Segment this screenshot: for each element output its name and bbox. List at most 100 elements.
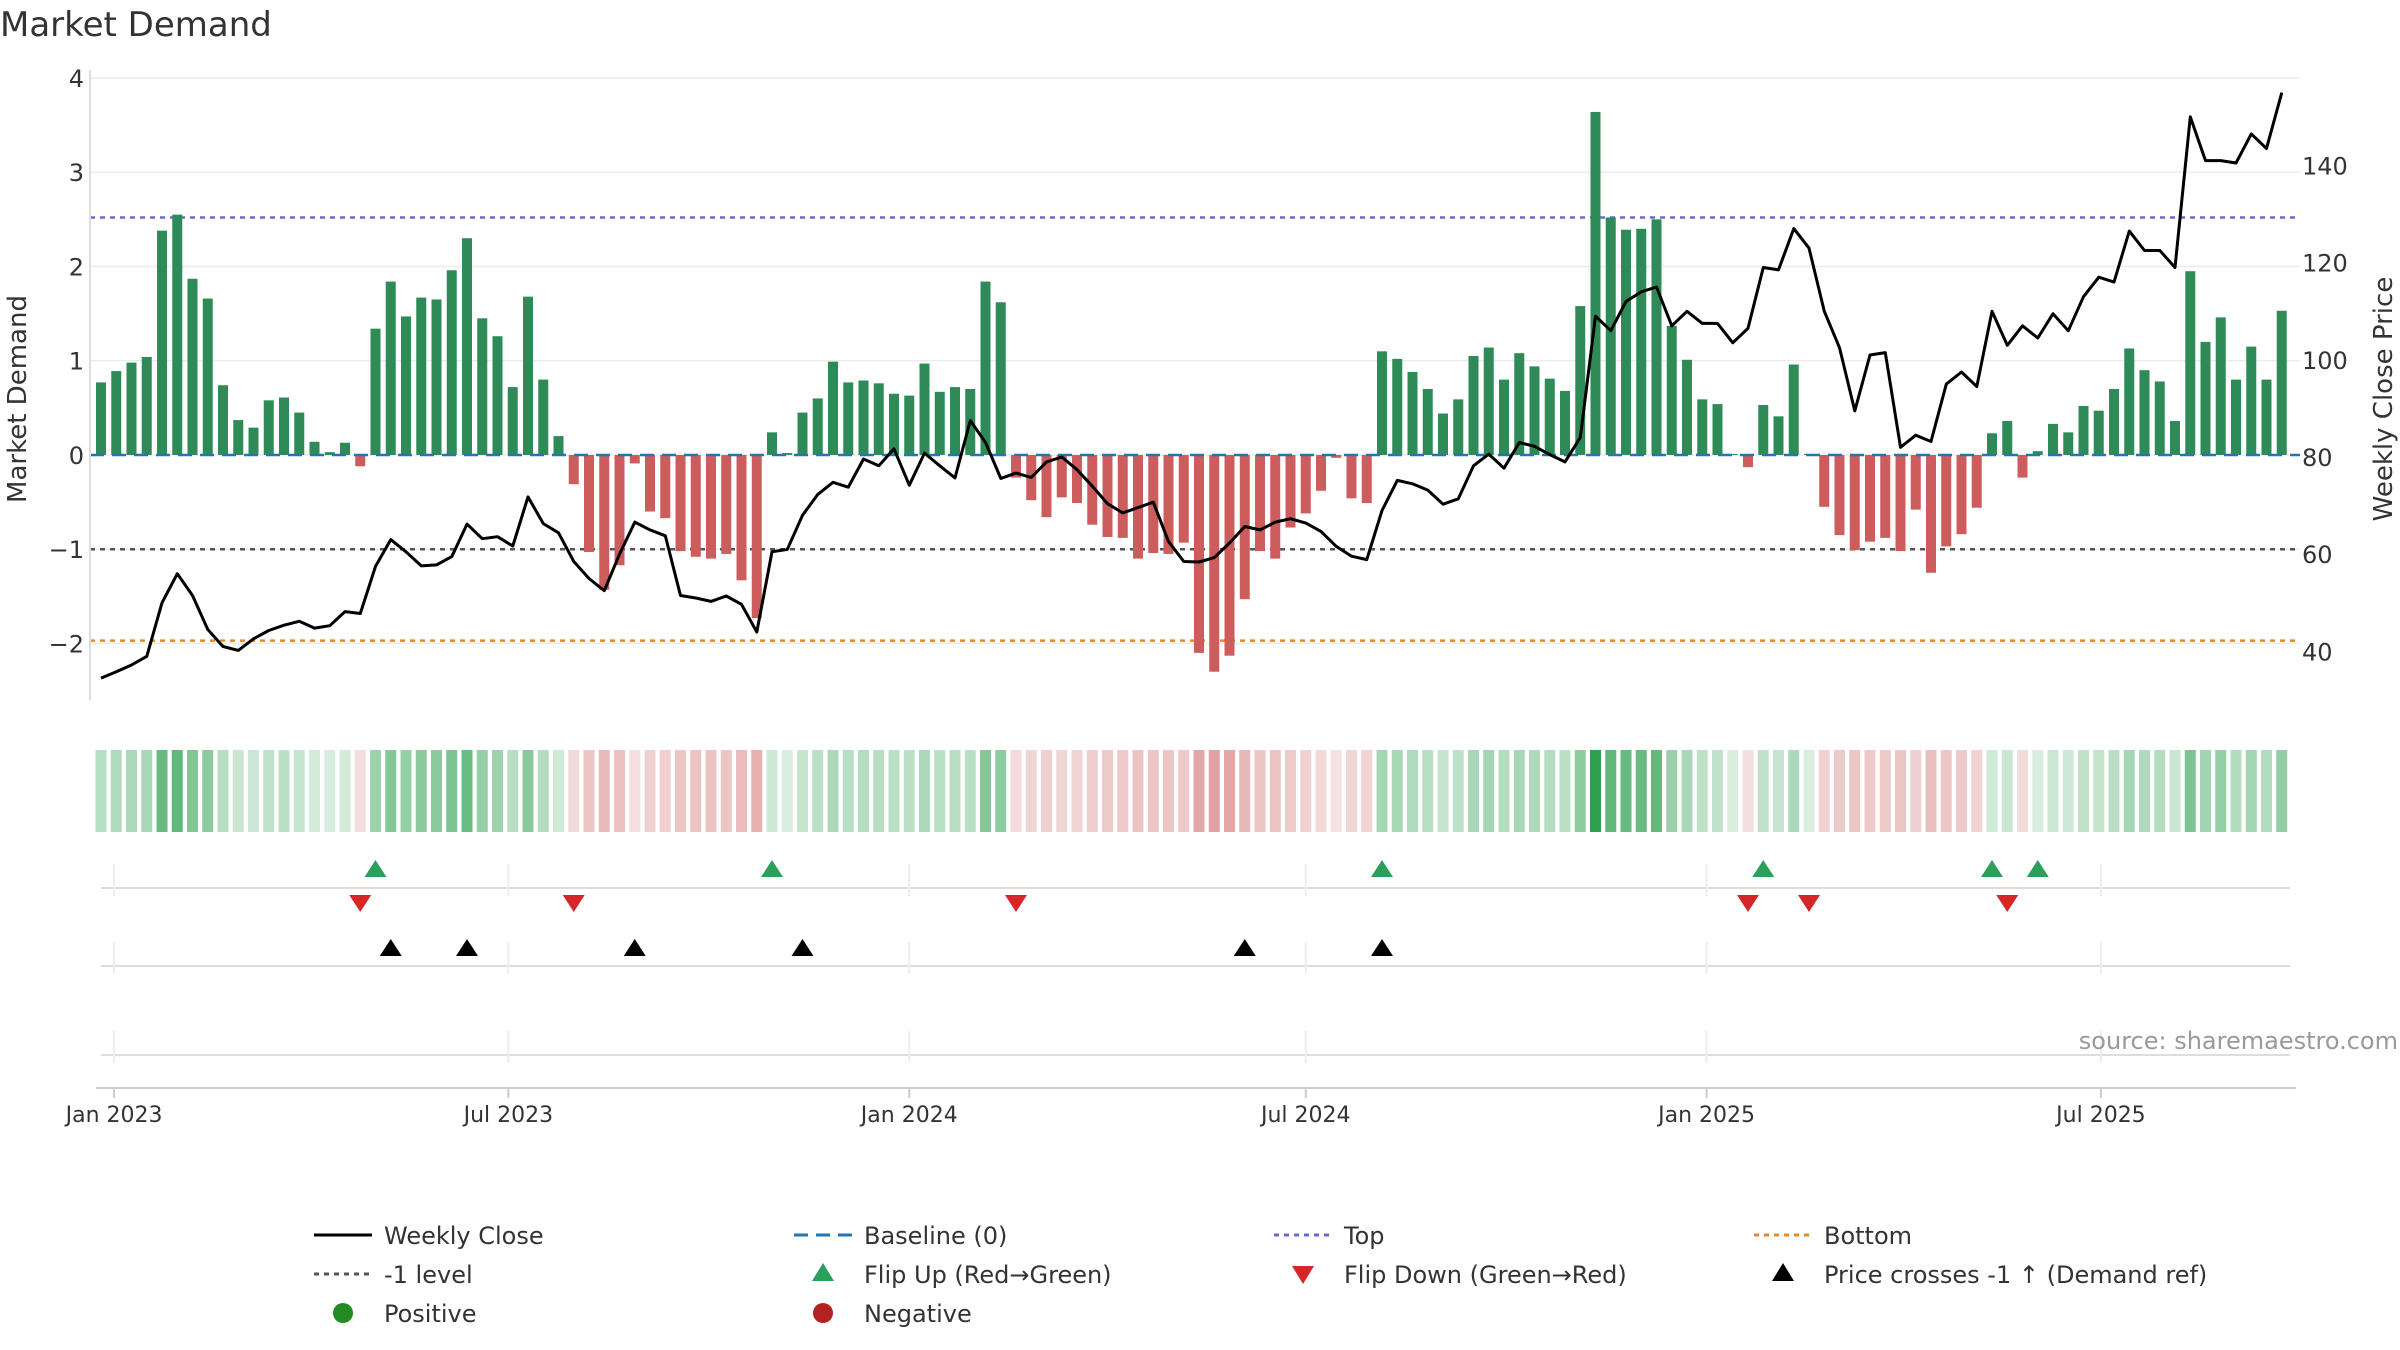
heat-cell xyxy=(1879,750,1891,832)
legend-item-bottom: Bottom xyxy=(1754,1222,1912,1250)
demand-bar xyxy=(1041,454,1052,518)
demand-bar xyxy=(233,420,244,455)
heat-cell xyxy=(507,750,519,832)
legend-item-level: -1 level xyxy=(314,1261,473,1289)
heat-cell xyxy=(1163,750,1174,832)
price-cross-marker xyxy=(456,939,478,956)
legend-item-flip-up: Flip Up (Red→Green) xyxy=(812,1261,1112,1289)
x-tick-label: Jul 2025 xyxy=(2054,1103,2146,1128)
demand-bar xyxy=(2185,271,2196,455)
demand-bar xyxy=(1285,454,1296,528)
demand-bar xyxy=(111,371,122,455)
heat-cell xyxy=(309,750,320,832)
source-credit: source: sharemaestro.com xyxy=(2079,1027,2398,1055)
heat-cell xyxy=(1605,750,1617,832)
demand-bar xyxy=(1666,325,1677,455)
demand-bar xyxy=(431,299,442,455)
y-tick-label: 1 xyxy=(69,348,84,376)
demand-bar xyxy=(2215,317,2226,455)
heat-cell xyxy=(1727,750,1739,832)
heat-cell xyxy=(705,750,717,832)
legend-label-bottom: Bottom xyxy=(1824,1222,1912,1250)
demand-bar xyxy=(1865,454,1875,542)
heat-cell xyxy=(781,750,793,832)
demand-bar xyxy=(538,379,549,455)
heat-cell xyxy=(1117,750,1129,832)
demand-bar xyxy=(1956,454,1967,535)
heat-cell xyxy=(2139,750,2150,832)
demand-bar xyxy=(2261,379,2272,455)
heat-cell xyxy=(217,750,229,832)
heat-cell xyxy=(156,750,168,832)
flip-down-marker xyxy=(1005,895,1027,912)
demand-bar xyxy=(355,454,366,467)
heat-cell xyxy=(2261,750,2272,832)
demand-bar xyxy=(309,441,320,455)
demand-bar xyxy=(767,432,777,455)
demand-heat-strip xyxy=(95,750,2288,832)
price-cross-marker xyxy=(1371,939,1393,956)
demand-bar xyxy=(1102,454,1113,537)
price-cross-marker xyxy=(791,939,814,956)
demand-bar xyxy=(797,412,808,455)
demand-bar xyxy=(1743,454,1753,468)
heat-cell xyxy=(1940,750,1952,832)
x-tick-label: Jan 2024 xyxy=(859,1103,958,1128)
demand-bar xyxy=(980,281,991,455)
demand-bar xyxy=(1483,347,1494,455)
heat-cell xyxy=(324,750,336,832)
demand-bar xyxy=(599,454,610,590)
legend-label-negative: Negative xyxy=(864,1300,972,1328)
heat-cell xyxy=(1208,750,1220,832)
heat-cell xyxy=(1956,750,1967,832)
heat-cell xyxy=(2169,750,2181,832)
demand-bar xyxy=(858,380,869,455)
heat-cell xyxy=(903,750,915,832)
demand-bar xyxy=(2063,432,2074,455)
demand-bar xyxy=(370,328,381,455)
heat-cell xyxy=(1391,750,1403,832)
heat-cell xyxy=(858,750,869,832)
demand-bar xyxy=(1438,413,1448,455)
heat-cell xyxy=(385,750,397,832)
demand-bar xyxy=(1163,454,1174,554)
heat-cell xyxy=(1407,750,1418,832)
heat-cell xyxy=(690,750,702,832)
heat-cell xyxy=(1452,750,1464,832)
heat-cell xyxy=(980,750,991,832)
flip-down-marker xyxy=(1737,895,1759,912)
heat-cell xyxy=(1285,750,1296,832)
demand-bar xyxy=(2032,451,2043,455)
heat-cell xyxy=(2200,750,2211,832)
heat-cell xyxy=(1818,750,1830,832)
demand-bar xyxy=(1773,416,1784,455)
legend-item-top: Top xyxy=(1274,1222,1385,1250)
legend-item-weekly-close: Weekly Close xyxy=(314,1222,544,1250)
heat-cell xyxy=(1376,750,1388,832)
demand-bar xyxy=(2002,421,2013,455)
heat-cell xyxy=(522,750,534,832)
heat-cell xyxy=(1361,750,1373,832)
heat-cell xyxy=(1498,750,1510,832)
x-axis-ticks: Jan 2023 Jul 2023 Jan 2024 Jul 2024 Jan 2025… xyxy=(64,1087,2296,1128)
legend-label-weekly-close: Weekly Close xyxy=(384,1222,544,1250)
legend-swatch-flip-down xyxy=(1292,1266,1314,1284)
heat-cell xyxy=(126,750,137,832)
demand-bar xyxy=(1392,358,1403,455)
legend-label-price-cross: Price crosses -1 ↑ (Demand ref) xyxy=(1824,1261,2207,1289)
legend: Weekly Close Baseline (0) Top Bottom -1 … xyxy=(314,1222,2207,1328)
heat-cell xyxy=(1590,750,1601,832)
heat-cell xyxy=(919,750,930,832)
heat-cell xyxy=(1864,750,1876,832)
heat-cell xyxy=(2123,750,2135,832)
demand-bar xyxy=(2109,389,2119,455)
heat-cell xyxy=(1056,750,1068,832)
demand-bar xyxy=(736,454,747,581)
demand-bar xyxy=(1544,378,1555,455)
demand-bar xyxy=(2200,341,2211,455)
demand-bar xyxy=(1575,306,1586,455)
heat-cell xyxy=(202,750,214,832)
heat-cell xyxy=(644,750,656,832)
y2-tick-label: 40 xyxy=(2302,638,2333,666)
